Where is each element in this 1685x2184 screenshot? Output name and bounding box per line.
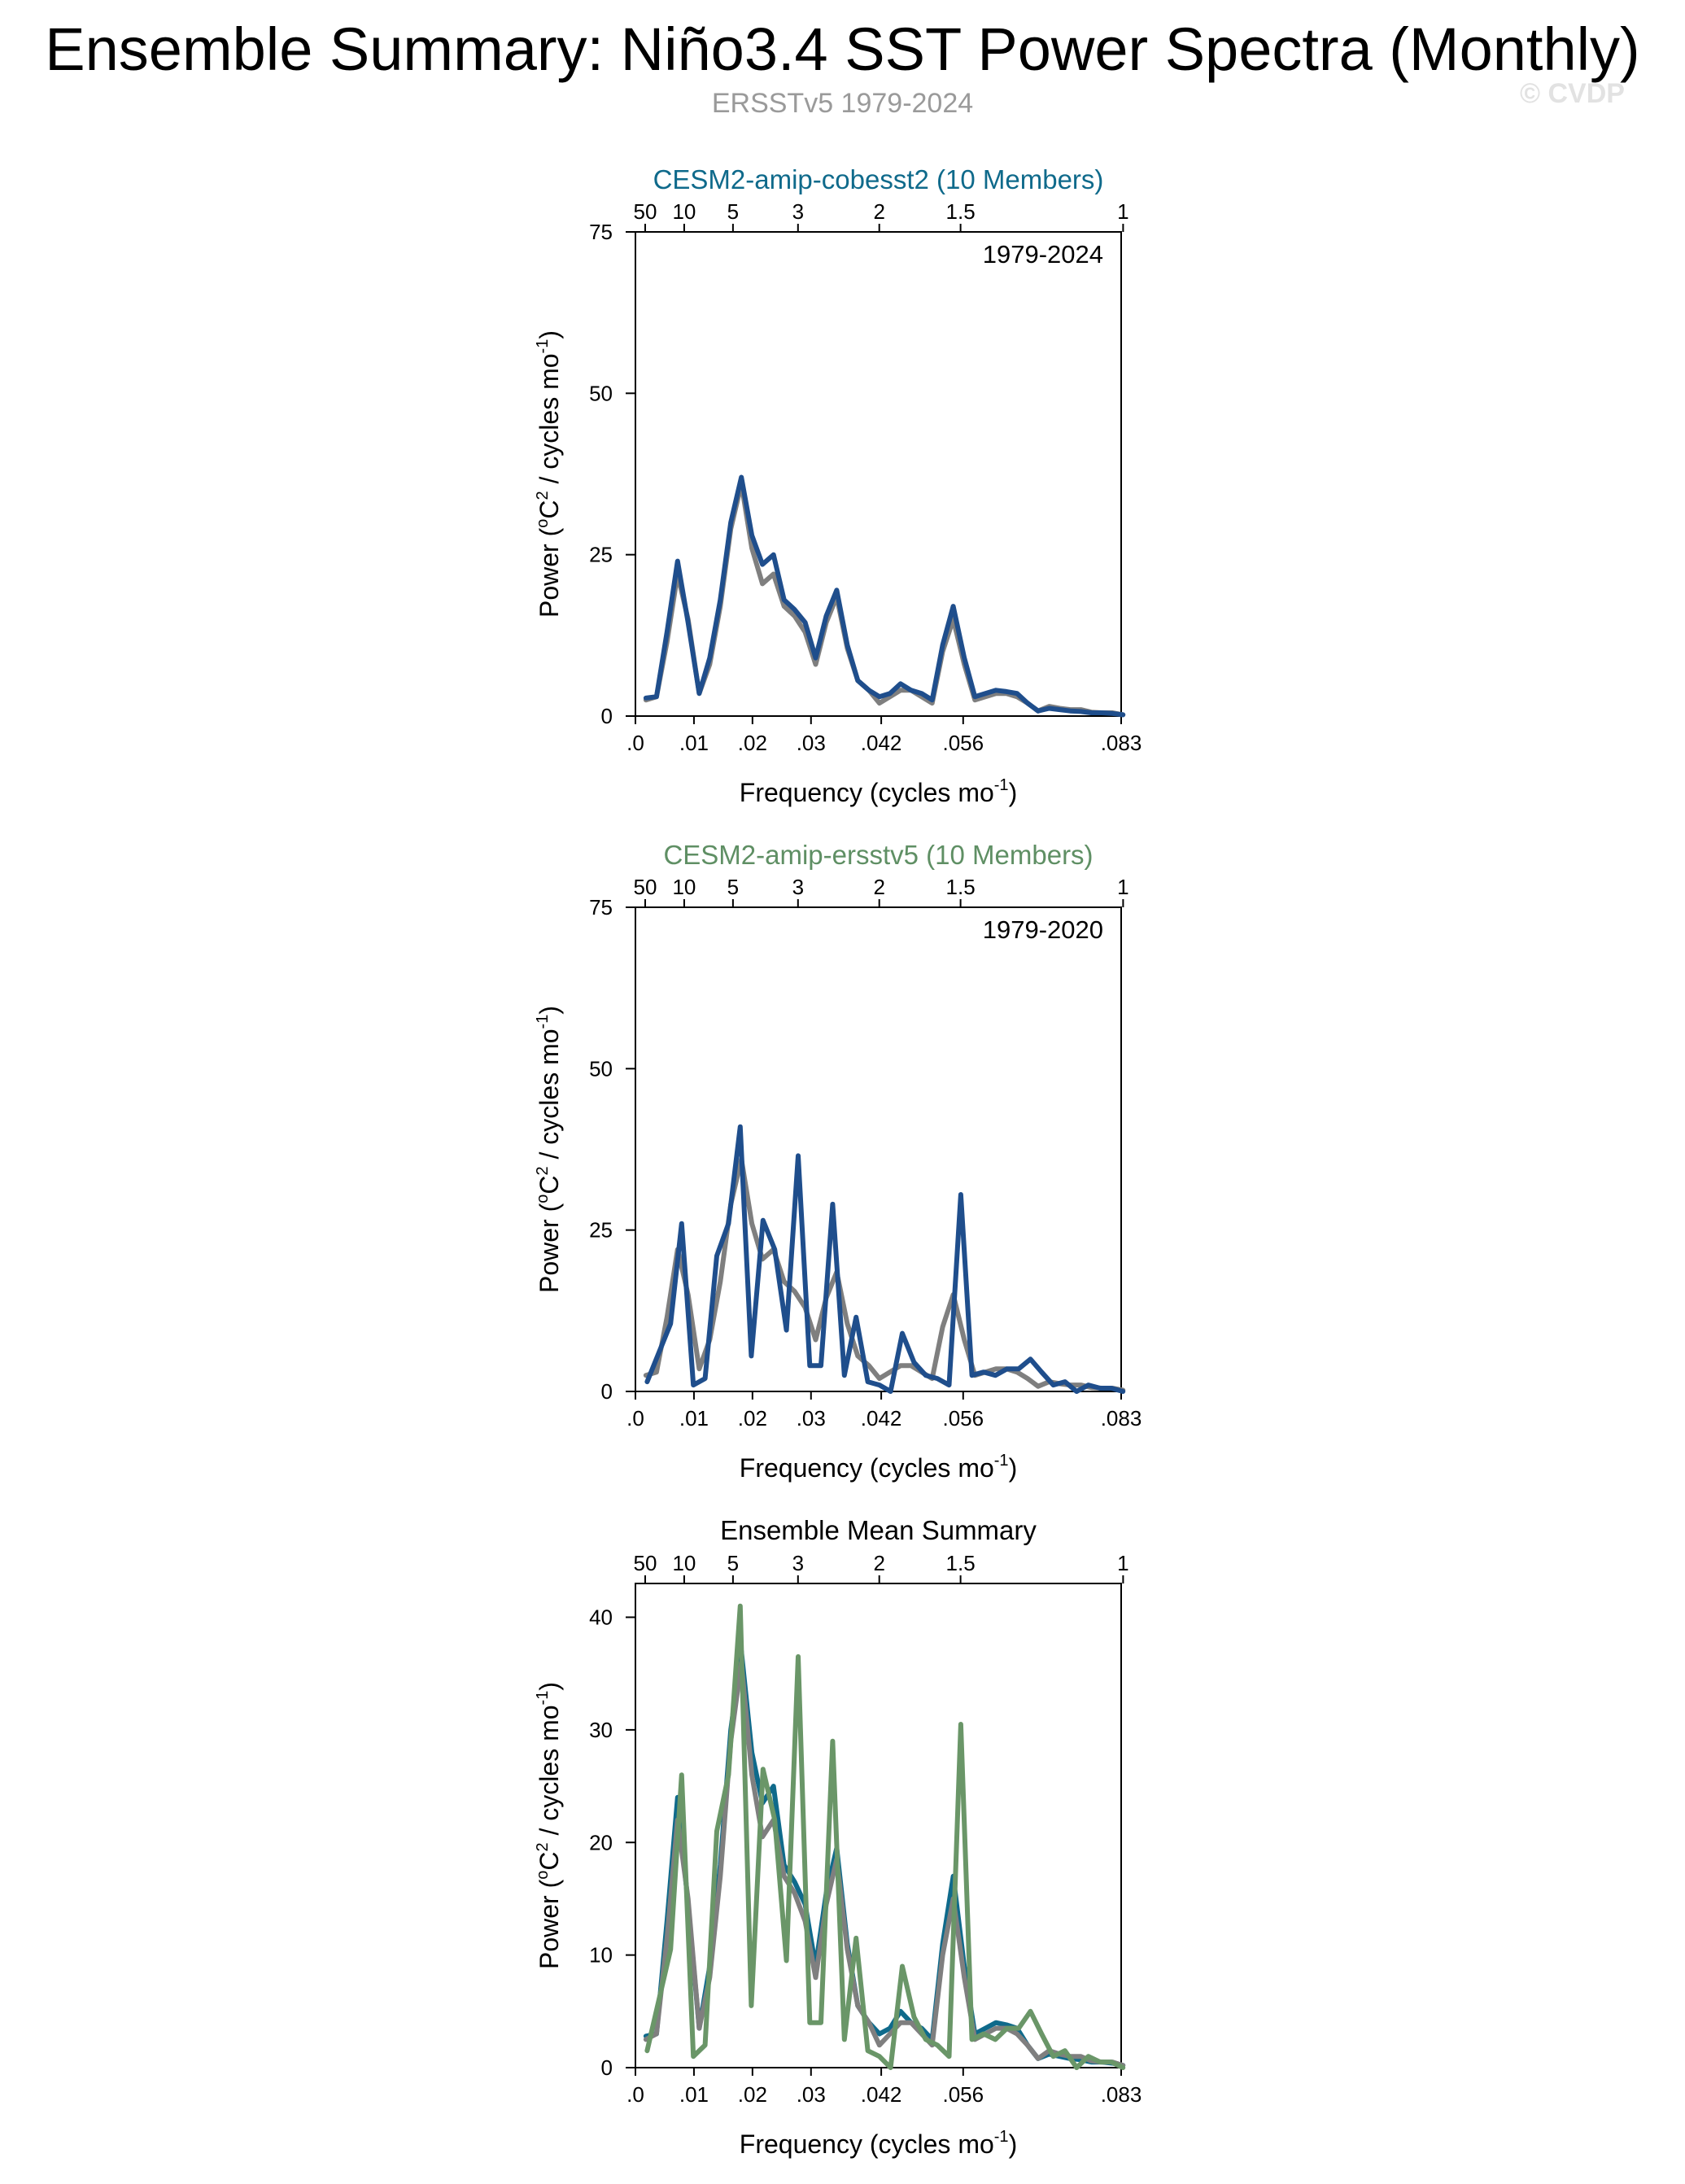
period-label: 1979-2020 [983, 915, 1103, 944]
x-tick-label: .056 [942, 1406, 984, 1431]
top-tick-label: 10 [672, 875, 696, 899]
series-line-1 [643, 1156, 1126, 1393]
y-tick-label: 0 [601, 2055, 613, 2080]
top-tick-label: 2 [873, 875, 884, 899]
x-tick-label: .03 [797, 731, 826, 755]
top-tick-label: 1 [1117, 199, 1128, 224]
plot-frame [635, 231, 1122, 717]
x-tick-label: .0 [626, 2082, 644, 2107]
chart-panel-2: CESM2-amip-ersstv5 (10 Members)50 10 5 3 2 1.… [534, 840, 1142, 1483]
x-tick-label: .03 [797, 1406, 826, 1431]
x-tick-label: .01 [679, 731, 709, 755]
x-tick-label: .042 [861, 1406, 902, 1431]
x-tick-label: .0 [626, 731, 644, 755]
series-line-1 [643, 481, 1126, 718]
top-tick-label: 3 [792, 875, 804, 899]
top-tick-label: 3 [792, 1551, 804, 1575]
x-tick-label: .01 [679, 2082, 709, 2107]
top-tick-label: 10 [672, 199, 696, 224]
x-tick-label: .02 [738, 731, 767, 755]
y-tick-label: 0 [601, 1379, 613, 1404]
y-tick-label: 25 [589, 543, 613, 567]
top-tick-label: 50 [634, 1551, 657, 1575]
x-tick-label: .056 [942, 731, 984, 755]
top-tick-label: 2 [873, 1551, 884, 1575]
x-tick-label: .03 [797, 2082, 826, 2107]
x-axis-label: Frequency (cycles mo-1) [740, 776, 1017, 807]
x-tick-label: .083 [1101, 1406, 1142, 1431]
x-tick-label: .02 [738, 2082, 767, 2107]
y-axis-label: Power (oC2 / cycles mo-1) [534, 1006, 564, 1293]
chart-panel-1: CESM2-amip-cobesst2 (10 Members)50 10 5 3 2 1… [534, 164, 1142, 807]
top-tick-label: 1 [1117, 1551, 1128, 1575]
y-tick-label: 20 [589, 1830, 613, 1854]
top-tick-label: 10 [672, 1551, 696, 1575]
top-tick-label: 50 [634, 199, 657, 224]
top-tick-label: 1 [1117, 875, 1128, 899]
x-tick-label: .02 [738, 1406, 767, 1431]
x-tick-label: .0 [626, 1406, 644, 1431]
copyright-watermark: © CVDP [1520, 78, 1625, 109]
page-subtitle: ERSSTv5 1979-2024 [711, 88, 974, 119]
top-tick-label: 1.5 [946, 1551, 976, 1575]
y-tick-label: 40 [589, 1605, 613, 1630]
series-line-2 [643, 1659, 1126, 2068]
y-tick-label: 10 [589, 1943, 613, 1968]
plot-frame [635, 906, 1122, 1392]
top-tick-label: 1.5 [946, 199, 976, 224]
y-tick-label: 50 [589, 1056, 613, 1081]
top-tick-label: 5 [727, 199, 739, 224]
series-line-2 [644, 1124, 1126, 1394]
y-tick-label: 30 [589, 1718, 613, 1742]
y-axis-label: Power (oC2 / cycles mo-1) [534, 330, 564, 618]
x-tick-label: .042 [861, 731, 902, 755]
chart-title: CESM2-amip-cobesst2 (10 Members) [653, 164, 1104, 194]
x-axis-label: Frequency (cycles mo-1) [740, 2128, 1017, 2159]
top-tick-label: 3 [792, 199, 804, 224]
x-tick-label: .083 [1101, 2082, 1142, 2107]
y-tick-label: 25 [589, 1218, 613, 1243]
period-label: 1979-2024 [983, 240, 1103, 269]
y-axis-label: Power (oC2 / cycles mo-1) [534, 1682, 564, 1969]
page-title: Ensemble Summary: Niño3.4 SST Power Spec… [45, 15, 1640, 83]
x-tick-label: .083 [1101, 731, 1142, 755]
y-tick-label: 75 [589, 220, 613, 244]
series-line-2 [643, 474, 1126, 718]
y-tick-label: 0 [601, 704, 613, 728]
y-tick-label: 75 [589, 895, 613, 919]
series-line-3 [644, 1603, 1126, 2070]
chart-panel-3: Ensemble Mean Summary 50 10 5 3 2 1.5 1 .0 .01 .02… [534, 1515, 1142, 2159]
y-tick-label: 50 [589, 381, 613, 405]
chart-title: Ensemble Mean Summary [720, 1515, 1037, 1545]
chart-title: CESM2-amip-ersstv5 (10 Members) [663, 840, 1093, 870]
x-axis-label: Frequency (cycles mo-1) [740, 1452, 1017, 1483]
x-tick-label: .01 [679, 1406, 709, 1431]
top-tick-label: 1.5 [946, 875, 976, 899]
top-tick-label: 50 [634, 875, 657, 899]
top-tick-label: 5 [727, 875, 739, 899]
x-tick-label: .056 [942, 2082, 984, 2107]
x-tick-label: .042 [861, 2082, 902, 2107]
top-tick-label: 2 [873, 199, 884, 224]
top-tick-label: 5 [727, 1551, 739, 1575]
plot-frame [635, 1583, 1122, 2068]
